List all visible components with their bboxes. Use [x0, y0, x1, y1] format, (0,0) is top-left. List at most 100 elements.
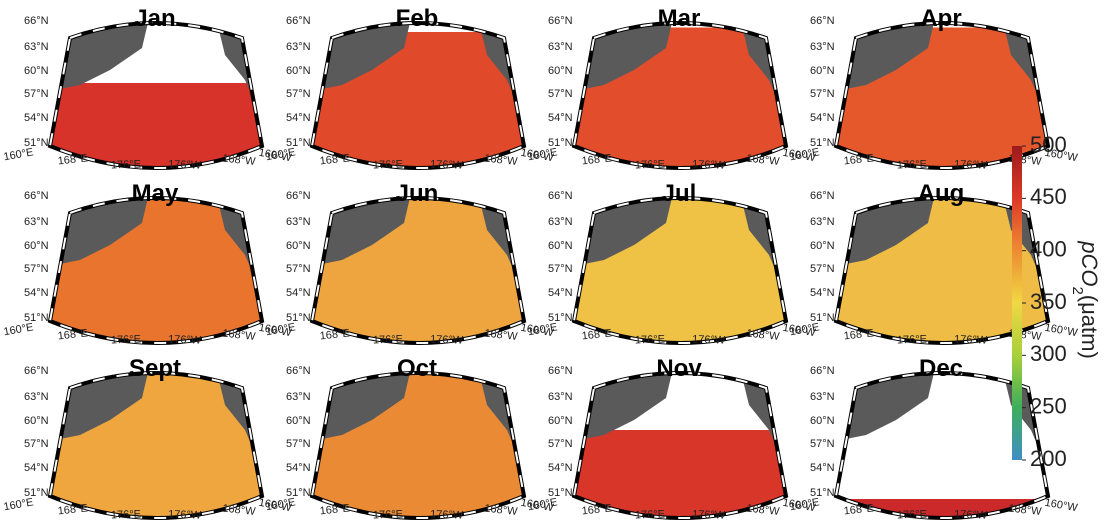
- lat-label: 54°N: [24, 112, 49, 124]
- no-data: [574, 23, 786, 28]
- lat-label: 60°N: [286, 415, 311, 427]
- lat-label: 66°N: [810, 15, 835, 27]
- lat-label: 51°N: [810, 487, 835, 499]
- lat-label: 63°N: [548, 391, 573, 403]
- lat-label: 63°N: [810, 391, 835, 403]
- lon-label: 160°W: [1044, 147, 1079, 165]
- lat-label: 63°N: [548, 41, 573, 53]
- panel-title: Mar: [658, 5, 701, 32]
- lat-label: 54°N: [286, 462, 311, 474]
- lon-label: 160°E: [789, 321, 821, 338]
- frame: [571, 196, 789, 345]
- lon-label: 160°W: [782, 147, 817, 165]
- lon-label: 160°W: [520, 497, 555, 515]
- lon-label: 176°E: [635, 508, 665, 521]
- lon-label: 168°W: [1008, 503, 1043, 518]
- panel-title: Apr: [920, 5, 961, 32]
- lon-label: 160°W: [782, 322, 817, 340]
- lat-label: 51°N: [548, 312, 573, 324]
- lat-label: 51°N: [24, 137, 49, 149]
- lat-label: 60°N: [810, 240, 835, 252]
- lat-label: 57°N: [286, 438, 311, 450]
- lon-label: 160°W: [1044, 322, 1079, 340]
- tick-label: 250: [1030, 393, 1067, 418]
- lat-label: 66°N: [548, 190, 573, 202]
- lon-label: 168°W: [746, 328, 781, 343]
- lon-label: 176°W: [692, 334, 726, 347]
- lat-label: 66°N: [286, 365, 311, 377]
- lon-label: 168°E: [57, 327, 88, 342]
- frame: [309, 196, 527, 345]
- lat-label: 63°N: [286, 391, 311, 403]
- lon-label: 176°W: [430, 334, 464, 347]
- lat-label: 51°N: [286, 312, 311, 324]
- lon-label: 160°E: [527, 496, 559, 513]
- lat-label: 51°N: [810, 137, 835, 149]
- lon-label: 160°W: [1044, 497, 1079, 515]
- lat-label: 54°N: [810, 112, 835, 124]
- lon-label: 168°E: [843, 327, 874, 342]
- lat-label: 63°N: [24, 41, 49, 53]
- lon-label: 168°E: [319, 152, 350, 167]
- frame: [47, 371, 265, 520]
- lat-label: 54°N: [24, 462, 49, 474]
- lat-label: 57°N: [548, 88, 573, 100]
- lon-label: 176°W: [168, 159, 202, 172]
- lat-label: 54°N: [810, 287, 835, 299]
- lat-label: 60°N: [810, 65, 835, 77]
- lat-label: 51°N: [548, 487, 573, 499]
- panel-title: Sept: [129, 355, 181, 382]
- lon-label: 168°W: [222, 503, 257, 518]
- lon-label: 176°E: [635, 333, 665, 346]
- lon-label: 176°E: [111, 508, 141, 521]
- label-sub: 2: [1070, 286, 1087, 294]
- lon-label: 160°E: [3, 496, 35, 513]
- lon-label: 160°W: [520, 147, 555, 165]
- frame: [47, 196, 265, 345]
- lon-label: 160°W: [258, 497, 293, 515]
- lon-label: 168°W: [222, 328, 257, 343]
- lon-label: 168°E: [843, 502, 874, 517]
- tick-label: 500: [1030, 132, 1067, 157]
- panel-title: Dec: [919, 355, 963, 382]
- lat-label: 54°N: [810, 462, 835, 474]
- lat-label: 66°N: [548, 365, 573, 377]
- lat-label: 60°N: [24, 240, 49, 252]
- colorbar: [1012, 146, 1022, 460]
- lat-label: 60°N: [286, 65, 311, 77]
- lat-label: 63°N: [286, 216, 311, 228]
- lon-label: 176°E: [635, 158, 665, 171]
- label-main: pCO: [1077, 240, 1102, 286]
- panel-title: Jun: [396, 180, 439, 207]
- lon-label: 168°W: [222, 153, 257, 168]
- tick-label: 300: [1030, 341, 1067, 366]
- lat-label: 60°N: [286, 240, 311, 252]
- lon-label: 168°W: [484, 328, 519, 343]
- lon-label: 168°E: [581, 327, 612, 342]
- lat-label: 57°N: [24, 263, 49, 275]
- lon-label: 160°W: [520, 322, 555, 340]
- panel-title: Jan: [134, 5, 175, 32]
- lon-label: 160°W: [782, 497, 817, 515]
- lat-label: 60°N: [548, 65, 573, 77]
- frame: [571, 371, 789, 520]
- lon-label: 160°E: [265, 321, 297, 338]
- lon-label: 160°E: [265, 146, 297, 163]
- panel-title: Jul: [662, 180, 697, 207]
- lat-label: 51°N: [548, 137, 573, 149]
- lon-label: 176°E: [897, 158, 927, 171]
- lat-label: 63°N: [286, 41, 311, 53]
- lon-label: 176°E: [111, 333, 141, 346]
- frame: [833, 196, 1051, 345]
- map-area: [312, 23, 524, 168]
- lat-label: 57°N: [24, 438, 49, 450]
- lon-label: 176°W: [430, 159, 464, 172]
- lon-label: 176°E: [897, 333, 927, 346]
